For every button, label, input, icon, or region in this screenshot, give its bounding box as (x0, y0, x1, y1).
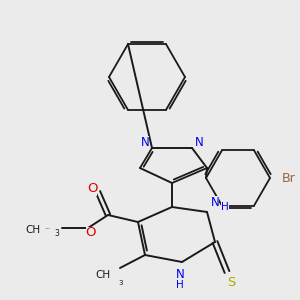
Text: 3: 3 (54, 230, 59, 238)
Text: 3: 3 (118, 280, 122, 286)
Text: N: N (211, 196, 219, 208)
Text: H: H (221, 202, 229, 212)
Text: O: O (86, 226, 96, 239)
Text: O: O (87, 182, 97, 196)
Text: CH: CH (25, 225, 40, 235)
Text: H: H (176, 280, 184, 290)
Text: Br: Br (282, 172, 296, 184)
Text: N: N (141, 136, 149, 148)
Text: N: N (176, 268, 184, 281)
Text: S: S (227, 275, 235, 289)
Text: methyl: methyl (46, 227, 50, 229)
Text: N: N (195, 136, 203, 148)
Text: CH: CH (95, 270, 110, 280)
